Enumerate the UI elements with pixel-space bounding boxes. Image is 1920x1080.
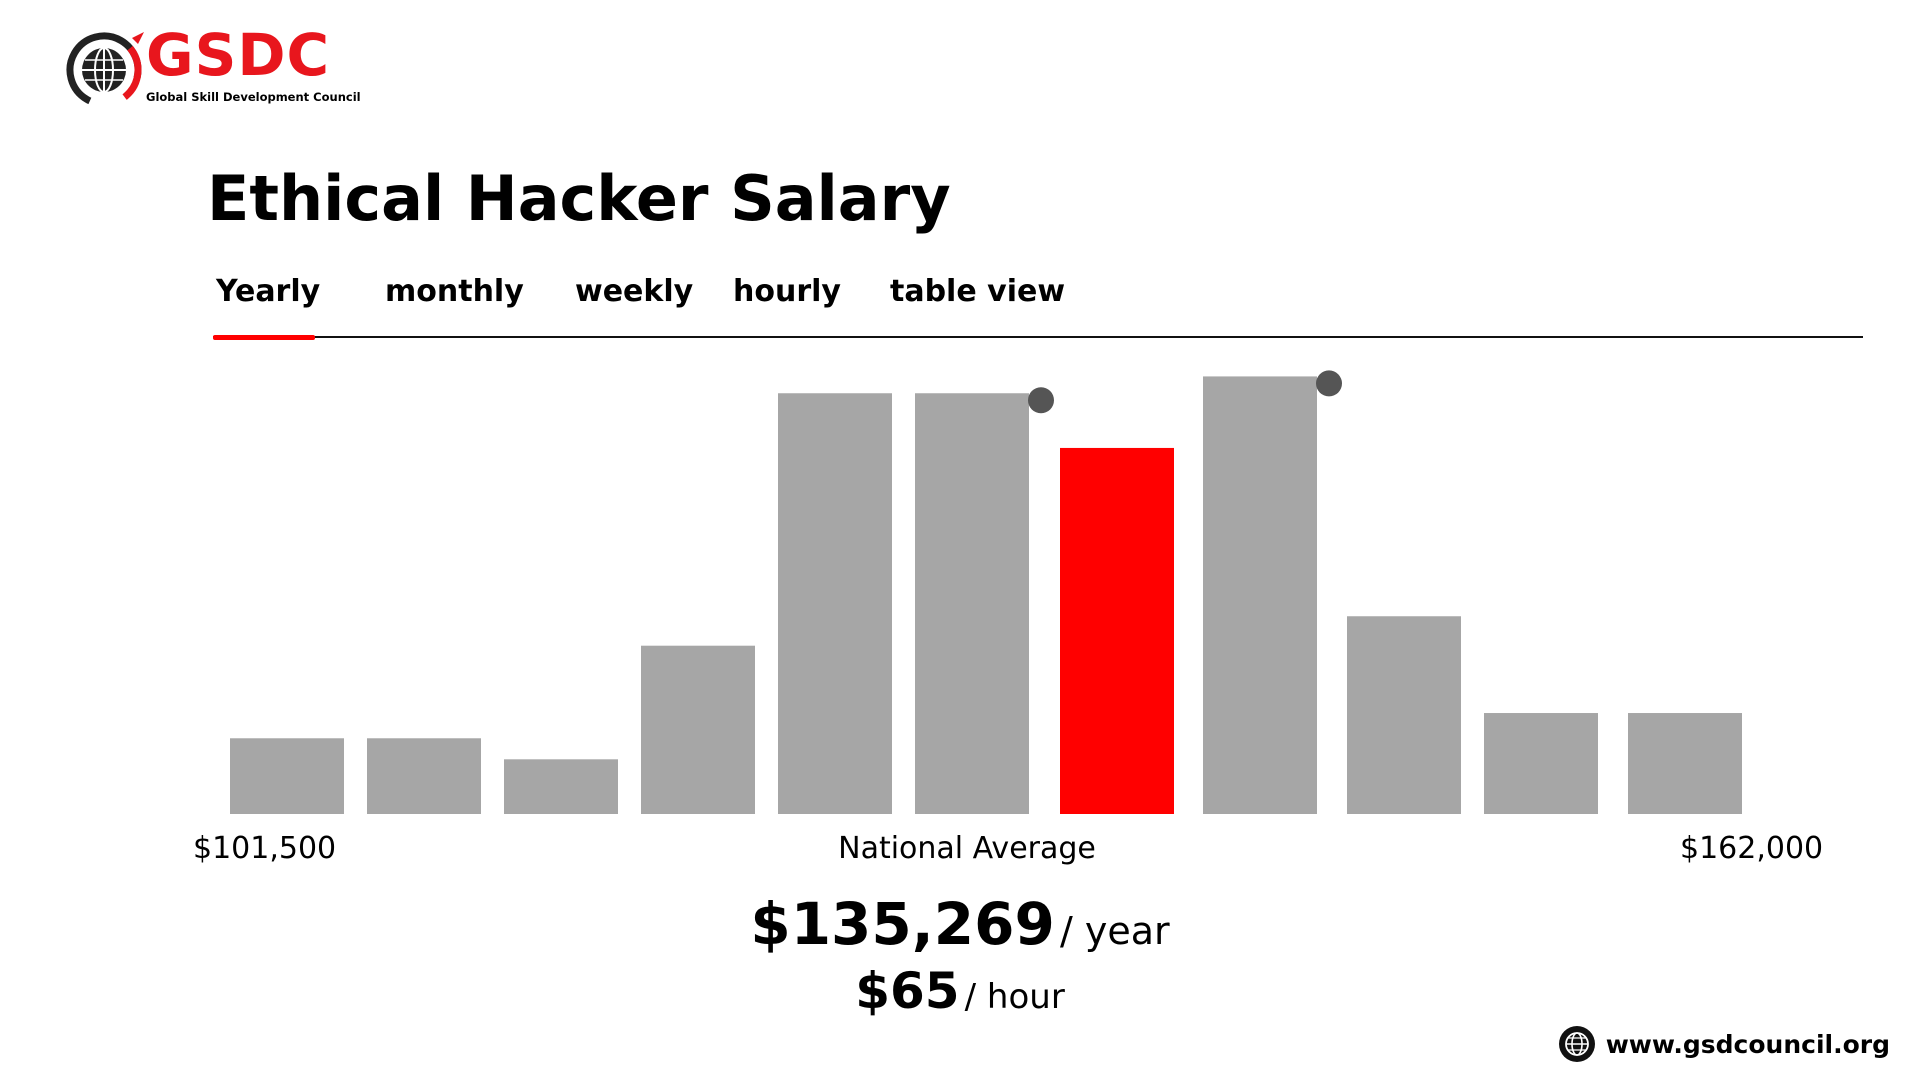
range-max-label: $162,000	[1680, 831, 1824, 866]
yearly-salary-value: $135,269	[750, 890, 1055, 958]
histogram-bar[interactable]	[915, 393, 1029, 814]
histogram-bar[interactable]	[230, 738, 344, 814]
active-tab-indicator	[213, 335, 315, 340]
hourly-summary: $65 / hour	[0, 962, 1920, 1020]
website-link[interactable]: www.gsdcouncil.org	[1558, 1024, 1890, 1064]
histogram-bar[interactable]	[778, 393, 892, 814]
histogram-bar[interactable]	[1203, 376, 1317, 814]
logo-wordmark: GSDC	[146, 21, 331, 89]
histogram-bar[interactable]	[504, 759, 618, 814]
histogram-bar-national-average[interactable]	[1060, 447, 1174, 814]
tab-monthly[interactable]: monthly	[385, 274, 524, 309]
bar-marker-dot	[1028, 387, 1054, 414]
globe-target-logo-icon	[66, 32, 144, 108]
histogram-bar[interactable]	[367, 738, 481, 814]
histogram-bar[interactable]	[1628, 713, 1742, 814]
page-title: Ethical Hacker Salary	[207, 162, 951, 235]
tab-weekly[interactable]: weekly	[575, 274, 694, 309]
histogram-bar[interactable]	[641, 645, 755, 814]
yearly-unit: / year	[1059, 909, 1170, 953]
globe-icon	[1558, 1026, 1595, 1062]
tab-divider	[213, 336, 1863, 338]
histogram-bar[interactable]	[1484, 713, 1598, 814]
range-min-label: $101,500	[193, 831, 337, 866]
period-tabs: Yearly monthly weekly hourly table view	[213, 272, 1863, 312]
yearly-summary: $135,269 / year	[0, 890, 1920, 958]
tab-table-view[interactable]: table view	[890, 274, 1066, 309]
tab-hourly[interactable]: hourly	[733, 274, 841, 309]
gsdc-logo: GSDC Global Skill Development Council	[64, 26, 361, 110]
hourly-salary-value: $65	[855, 962, 960, 1020]
logo-subtitle: Global Skill Development Council	[146, 90, 361, 104]
histogram-bar[interactable]	[1347, 616, 1461, 814]
website-url[interactable]: www.gsdcouncil.org	[1605, 1029, 1890, 1059]
hourly-unit: / hour	[964, 977, 1065, 1017]
tab-yearly[interactable]: Yearly	[216, 274, 321, 309]
bar-marker-dot	[1316, 370, 1342, 397]
national-average-label: National Average	[838, 831, 1096, 866]
